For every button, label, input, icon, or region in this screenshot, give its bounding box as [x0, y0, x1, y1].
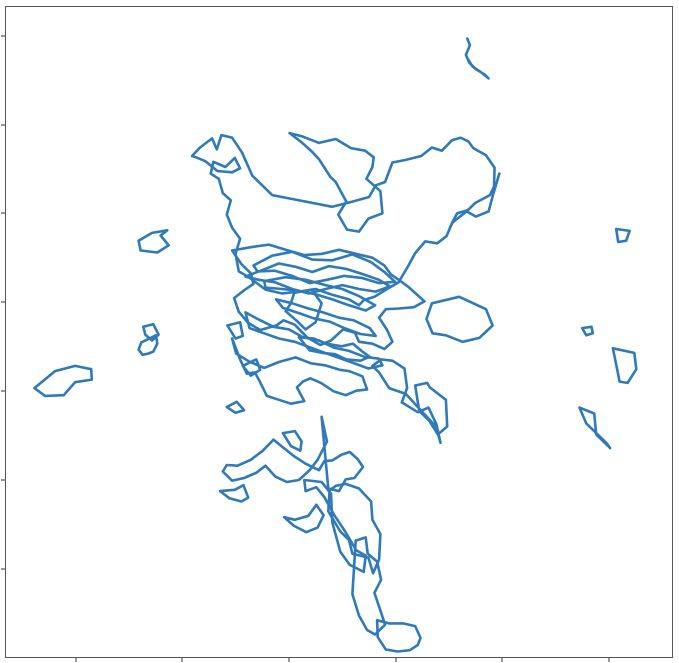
route-line-15 — [371, 358, 442, 445]
route-line-12 — [226, 320, 245, 340]
route-line-13 — [225, 400, 246, 415]
route-line-7 — [425, 295, 494, 344]
routes-layer — [33, 37, 638, 653]
route-line-29 — [375, 618, 422, 653]
route-line-30 — [413, 381, 449, 436]
route-line-31 — [284, 288, 323, 331]
axis-ticks — [1, 35, 610, 662]
route-line-1 — [288, 131, 384, 233]
route-line-19 — [252, 250, 397, 285]
route-line-25 — [282, 503, 325, 534]
route-line-10 — [578, 406, 612, 450]
route-line-22 — [230, 337, 369, 406]
route-line-2 — [137, 229, 170, 254]
route-line-9 — [611, 346, 638, 385]
route-line-14 — [218, 483, 250, 503]
route-line-23 — [244, 311, 384, 370]
route-line-27 — [326, 482, 382, 575]
route-line-26 — [302, 478, 368, 574]
route-line-21 — [274, 298, 378, 338]
route-line-0 — [464, 37, 490, 80]
route-line-5 — [33, 364, 94, 398]
route-line-8 — [580, 325, 595, 337]
route-line-3 — [448, 172, 501, 229]
route-line-34 — [281, 429, 303, 453]
route-line-20 — [262, 275, 377, 312]
route-line-16 — [190, 133, 496, 307]
route-line-11 — [142, 322, 160, 342]
route-line-4 — [614, 227, 631, 244]
route-line-24 — [221, 415, 365, 493]
route-line-28 — [351, 536, 387, 636]
route-line-32 — [297, 335, 372, 363]
route-line-17 — [230, 243, 426, 351]
route-line-33 — [241, 358, 262, 378]
